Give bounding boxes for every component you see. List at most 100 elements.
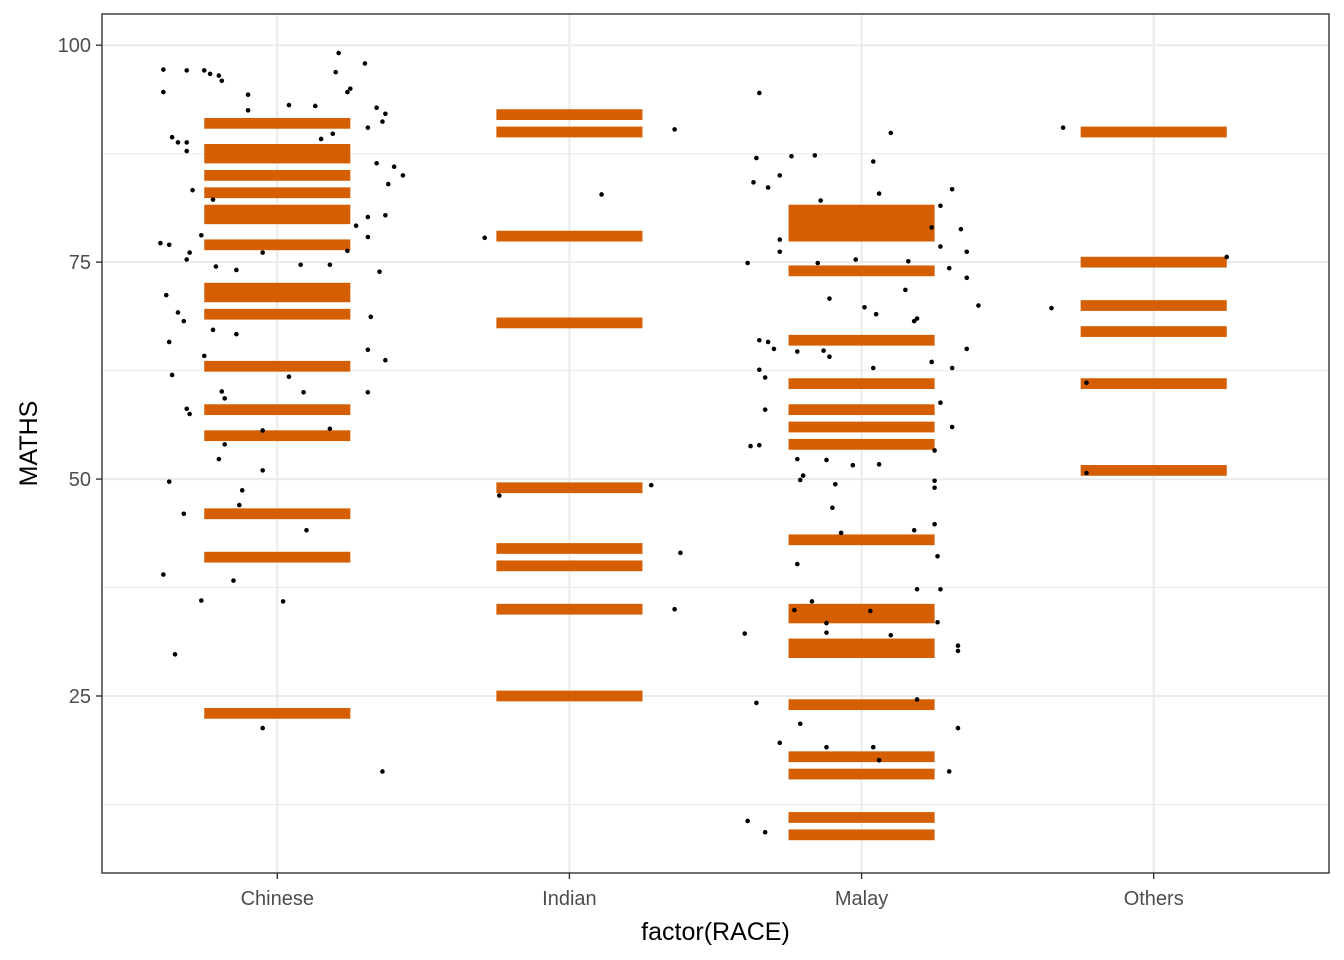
data-point bbox=[830, 505, 835, 511]
data-point bbox=[260, 468, 265, 473]
mode-band bbox=[204, 308, 351, 320]
data-point bbox=[327, 262, 333, 268]
data-point bbox=[184, 148, 190, 154]
data-point bbox=[762, 829, 768, 835]
data-point bbox=[757, 90, 762, 96]
data-point bbox=[827, 354, 832, 360]
mode-band bbox=[1080, 126, 1227, 138]
data-point bbox=[260, 428, 265, 433]
data-point bbox=[935, 553, 940, 559]
data-point bbox=[672, 127, 677, 132]
data-point bbox=[172, 652, 178, 657]
data-point bbox=[862, 304, 867, 310]
mode-band bbox=[204, 282, 351, 303]
data-point bbox=[777, 249, 783, 255]
data-point bbox=[237, 502, 242, 508]
data-point bbox=[757, 442, 762, 448]
data-point bbox=[190, 187, 195, 193]
data-point bbox=[348, 86, 353, 91]
data-point bbox=[286, 102, 292, 108]
x-tick-label: Indian bbox=[542, 888, 597, 910]
data-point bbox=[748, 443, 753, 449]
panel-border bbox=[101, 13, 1330, 874]
data-point bbox=[754, 700, 759, 706]
data-point bbox=[181, 511, 187, 517]
data-point bbox=[336, 50, 341, 56]
x-tick-label: Others bbox=[1124, 888, 1184, 910]
y-axis-title: MATHS bbox=[15, 401, 43, 487]
data-point bbox=[482, 235, 488, 241]
mode-band bbox=[788, 204, 935, 242]
data-point bbox=[210, 197, 216, 202]
data-point bbox=[318, 136, 324, 142]
mode-band bbox=[788, 699, 935, 711]
data-point bbox=[868, 608, 873, 614]
data-point bbox=[383, 111, 388, 117]
data-point bbox=[870, 744, 876, 750]
mode-band bbox=[204, 143, 351, 164]
data-point bbox=[949, 424, 955, 430]
data-point bbox=[853, 257, 859, 262]
data-point bbox=[946, 769, 952, 774]
data-point bbox=[260, 725, 265, 731]
data-point bbox=[914, 316, 920, 321]
data-point bbox=[207, 71, 213, 77]
data-point bbox=[745, 260, 750, 266]
data-point bbox=[234, 331, 239, 337]
data-point bbox=[678, 550, 683, 556]
data-point bbox=[876, 462, 882, 467]
mode-band bbox=[788, 438, 935, 450]
data-point bbox=[929, 359, 934, 365]
mode-band bbox=[496, 109, 643, 121]
mode-band bbox=[788, 378, 935, 390]
data-point bbox=[365, 214, 371, 220]
data-point bbox=[201, 68, 207, 73]
data-point bbox=[964, 249, 970, 255]
data-point bbox=[777, 173, 783, 178]
data-point bbox=[158, 240, 163, 246]
mode-band bbox=[788, 768, 935, 780]
data-point bbox=[888, 130, 894, 136]
data-point bbox=[377, 269, 382, 275]
data-point bbox=[161, 572, 166, 577]
mode-band bbox=[496, 126, 643, 138]
data-point bbox=[955, 643, 961, 648]
data-point bbox=[400, 173, 406, 178]
data-point bbox=[260, 250, 265, 255]
mode-band bbox=[204, 430, 351, 442]
data-point bbox=[914, 586, 920, 592]
data-point bbox=[812, 153, 818, 158]
mode-band bbox=[788, 421, 935, 433]
data-point bbox=[1049, 305, 1054, 311]
data-point bbox=[386, 181, 391, 187]
data-point bbox=[938, 400, 943, 406]
data-point bbox=[762, 375, 768, 380]
data-point bbox=[201, 353, 207, 359]
data-point bbox=[175, 140, 181, 145]
data-point bbox=[327, 426, 333, 432]
data-point bbox=[911, 527, 917, 533]
data-point bbox=[374, 160, 379, 166]
data-point bbox=[216, 73, 222, 78]
y-tick-label: 75 bbox=[69, 252, 91, 274]
data-point bbox=[949, 186, 955, 192]
data-point bbox=[955, 725, 961, 731]
mode-band bbox=[1080, 465, 1227, 476]
data-point bbox=[163, 292, 169, 298]
data-point bbox=[932, 521, 937, 527]
data-point bbox=[199, 232, 204, 238]
data-point bbox=[824, 630, 829, 635]
data-point bbox=[245, 108, 251, 113]
data-point bbox=[932, 448, 937, 453]
data-point bbox=[672, 606, 677, 612]
data-point bbox=[800, 473, 806, 478]
data-point bbox=[976, 303, 981, 308]
data-point bbox=[964, 346, 970, 352]
mode-band bbox=[204, 707, 351, 719]
data-point bbox=[938, 586, 943, 592]
data-point bbox=[231, 578, 236, 583]
data-point bbox=[1224, 254, 1230, 260]
data-point bbox=[1084, 470, 1089, 476]
data-point bbox=[184, 257, 190, 262]
